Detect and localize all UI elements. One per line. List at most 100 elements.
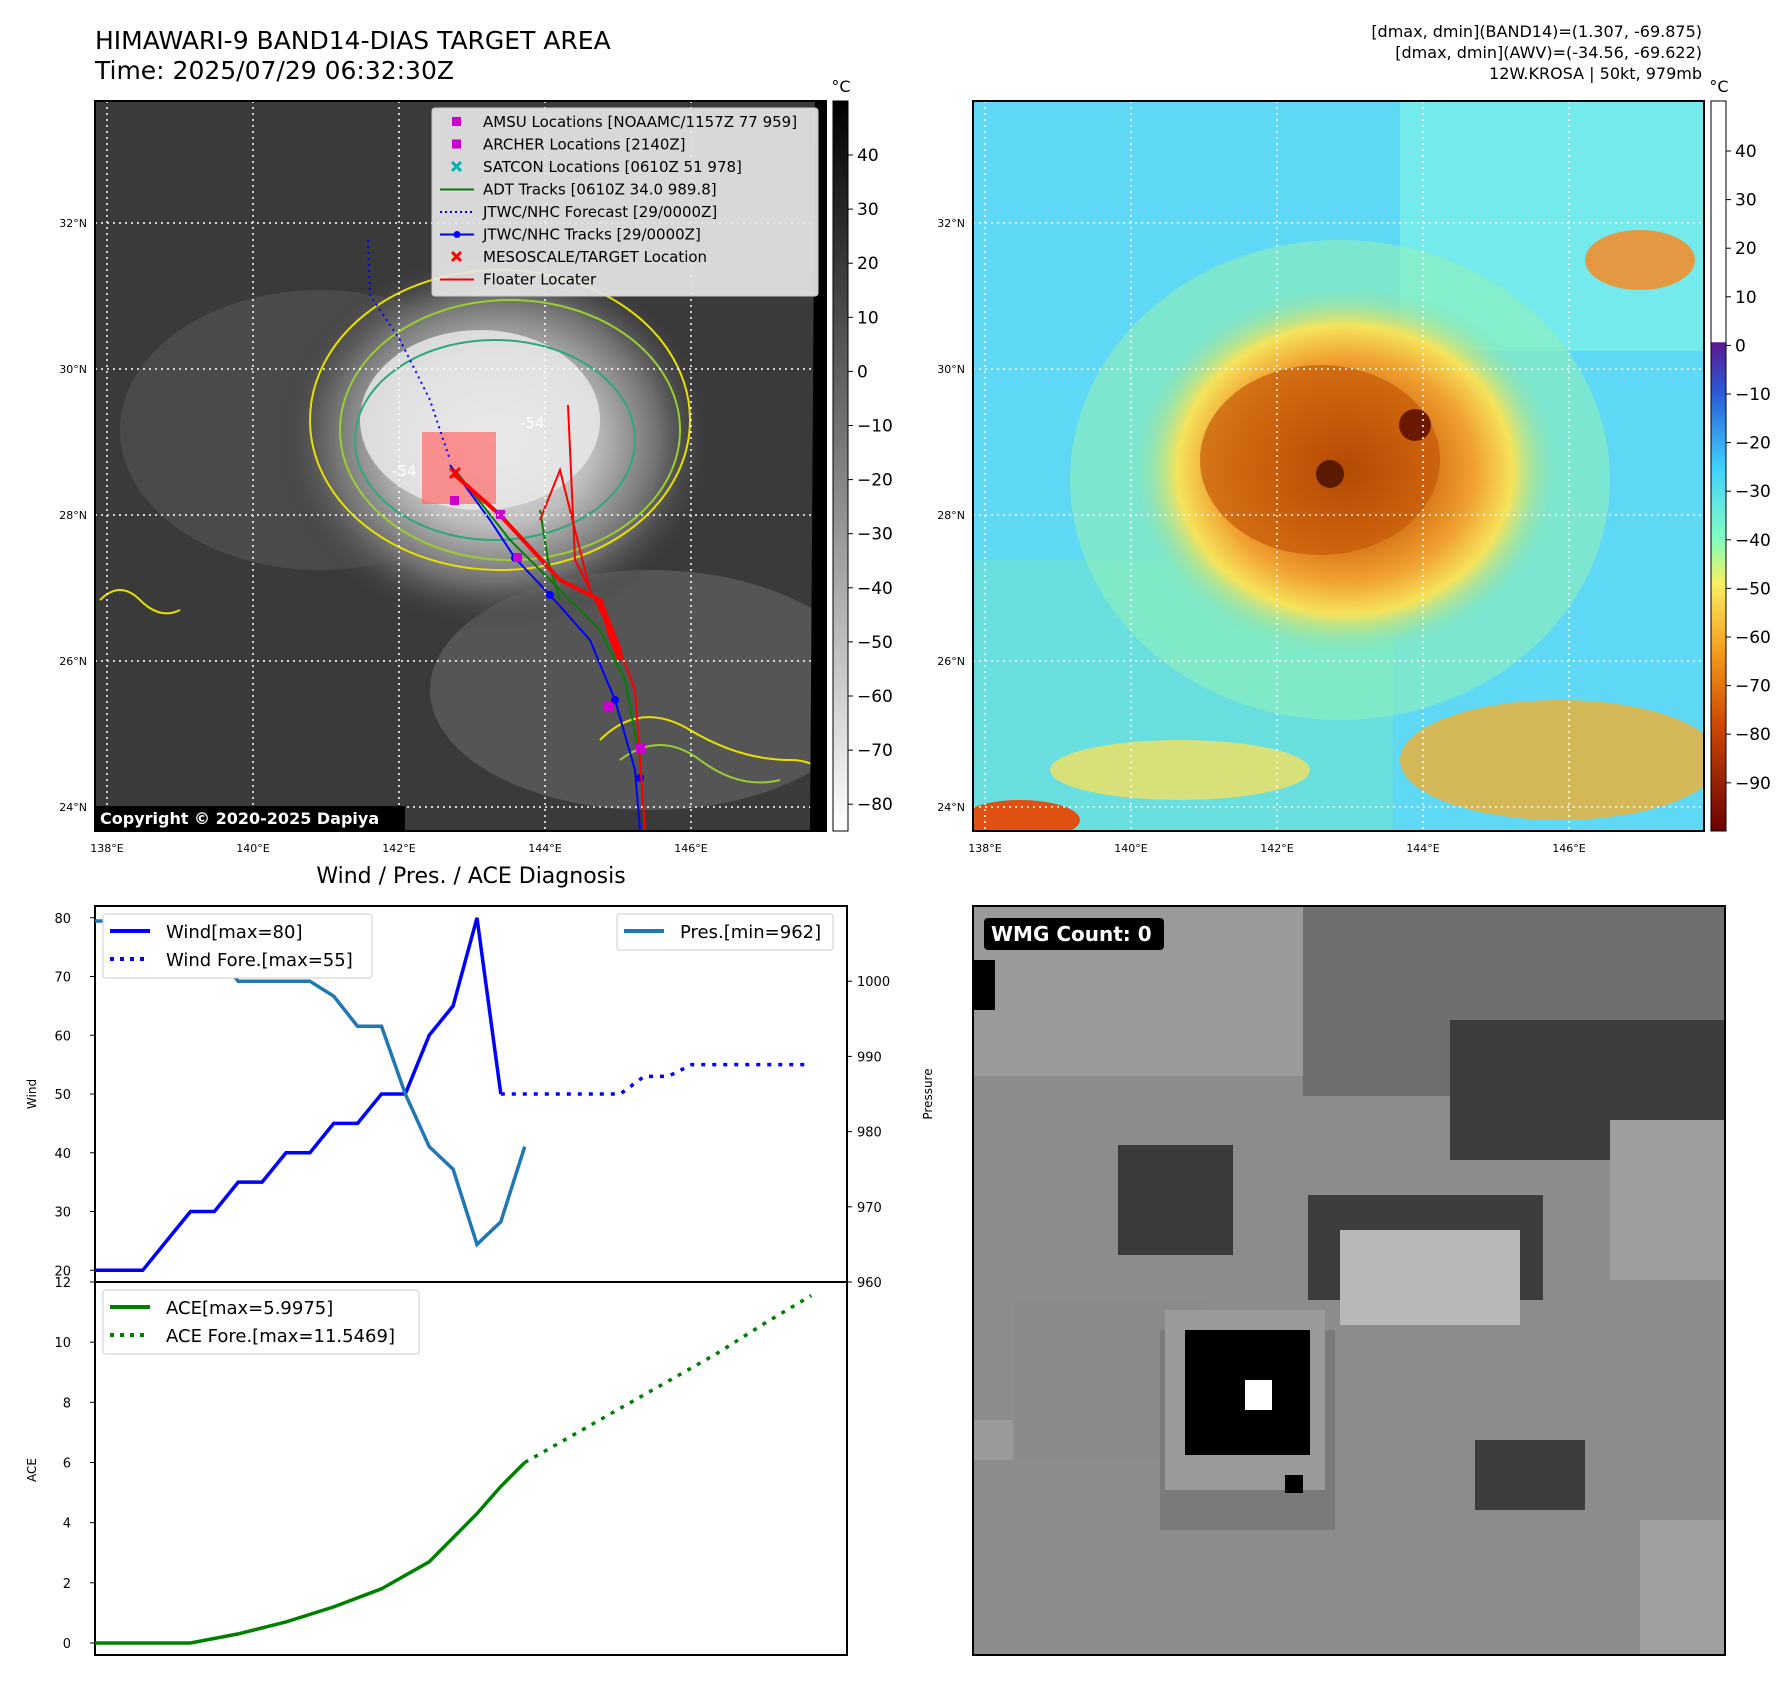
- legend-ace-forecast: ACE Fore.[max=11.5469]: [166, 1326, 395, 1347]
- colorbar-tick: 20: [857, 254, 879, 274]
- lat-label: 30°N: [937, 363, 965, 376]
- legend-symbol: [452, 117, 461, 126]
- info-awv-range: [dmax, dmin](AWV)=(-34.56, -69.622): [1395, 43, 1702, 62]
- archer-location-marker: [604, 702, 613, 711]
- ace-tick: 0: [63, 1637, 71, 1652]
- wind-tick: 60: [54, 1029, 71, 1044]
- pressure-axis-label: Pressure: [921, 1068, 935, 1119]
- jtwc-forecast-track: [367, 239, 451, 461]
- info-band14-range: [dmax, dmin](BAND14)=(1.307, -69.875): [1371, 22, 1702, 41]
- ace-series-line-1: [523, 1293, 813, 1465]
- adt-track: [454, 469, 641, 761]
- lat-label: 32°N: [937, 217, 965, 230]
- archer-location-marker: [636, 744, 645, 753]
- legend-ace: ACE[max=5.9975]: [166, 1298, 333, 1319]
- wind-pressure-panel: Wind / Pres. / ACE Diagnosis Wind Pressu…: [25, 864, 935, 1291]
- pressure-tick: 1000: [857, 975, 890, 990]
- ace-tick: 6: [63, 1456, 71, 1471]
- diagnosis-title: Wind / Pres. / ACE Diagnosis: [316, 864, 625, 889]
- colorbar-tick: 30: [857, 200, 879, 220]
- lon-label: 138°E: [968, 842, 1001, 855]
- colorbar-tick: −70: [1735, 677, 1771, 697]
- contour-label: -54: [520, 414, 545, 432]
- lon-label: 144°E: [1406, 842, 1439, 855]
- info-storm: 12W.KROSA | 50kt, 979mb: [1489, 64, 1702, 83]
- lon-label: 144°E: [528, 842, 561, 855]
- wmg-count-badge: [984, 918, 1164, 950]
- colorbar-tick: 20: [1735, 239, 1757, 259]
- legend-label: ARCHER Locations [2140Z]: [483, 136, 686, 154]
- legend-label: JTWC/NHC Tracks [29/0000Z]: [482, 226, 701, 244]
- colorbar-tick: 10: [857, 308, 879, 328]
- pressure-tick: 990: [857, 1050, 882, 1065]
- ace-axis-label: ACE: [25, 1458, 39, 1482]
- wind-tick: 20: [54, 1264, 71, 1279]
- pressure-tick: 980: [857, 1126, 882, 1141]
- pressure-tick: 960: [857, 1276, 882, 1291]
- color-ir-map-panel: 32°N 30°N 28°N 26°N 24°N 138°E 140°E 142°E 144°E…: [937, 100, 1705, 855]
- colorbar-tick: 0: [1735, 336, 1746, 356]
- colorbar-tick: 30: [1735, 191, 1757, 211]
- wind-tick: 70: [54, 971, 71, 986]
- legend-symbol: [452, 139, 461, 149]
- colorbar-tick: −40: [857, 579, 893, 599]
- ace-legend: ACE[max=5.9975] ACE Fore.[max=11.5469]: [102, 1289, 420, 1355]
- ace-tick: 4: [63, 1517, 71, 1532]
- colorbar-unit: °C: [831, 77, 850, 96]
- colorbar-tick: −70: [857, 741, 893, 761]
- lat-label: 26°N: [59, 655, 87, 668]
- lat-label: 28°N: [937, 509, 965, 522]
- ir-map-panel: -54 -54: [59, 100, 827, 855]
- series-line-1: [500, 1062, 812, 1096]
- amsu-location-marker: [513, 553, 522, 562]
- colorbar-tick: 0: [857, 362, 868, 382]
- lat-label: 26°N: [937, 655, 965, 668]
- amsu-location-marker: [450, 496, 459, 505]
- colorbar-tick: −60: [857, 687, 893, 707]
- figure-title: HIMAWARI-9 BAND14-DIAS TARGET AREA: [95, 26, 611, 55]
- legend-label: ADT Tracks [0610Z 34.0 989.8]: [483, 181, 717, 199]
- wind-tick: 40: [54, 1147, 71, 1162]
- lon-label: 138°E: [90, 842, 123, 855]
- lon-label: 142°E: [1260, 842, 1293, 855]
- legend-label: Floater Locater: [483, 271, 597, 289]
- colorbar-tick: −10: [1735, 385, 1771, 405]
- figure-time: Time: 2025/07/29 06:32:30Z: [95, 56, 454, 85]
- colorbar-gray: °C 40 30 20 10 0 −10 −20 −30 −40 −50 −60 −70 −80: [831, 77, 893, 832]
- wind-legend-left: Wind[max=80] Wind Fore.[max=55]: [102, 913, 373, 979]
- lon-label: 146°E: [1552, 842, 1585, 855]
- contour-label: -54: [392, 462, 417, 480]
- legend-wind: Wind[max=80]: [166, 922, 303, 943]
- colorbar-tick: −10: [857, 417, 893, 437]
- colorbar-tick: −80: [1735, 725, 1771, 745]
- wind-legend-right: Pres.[min=962]: [616, 913, 834, 951]
- colorbar-unit: °C: [1709, 77, 1728, 96]
- lon-label: 140°E: [1114, 842, 1147, 855]
- colorbar-tick: −40: [1735, 531, 1771, 551]
- legend-label: JTWC/NHC Forecast [29/0000Z]: [482, 203, 717, 221]
- lon-label: 146°E: [674, 842, 707, 855]
- colorbar-tick: −60: [1735, 628, 1771, 648]
- lat-label: 30°N: [59, 363, 87, 376]
- colorbar-color: °C 40 30 20 10 0 −10 −20 −30 −40 −50 −60 −70 −80 −90: [1709, 77, 1771, 832]
- colorbar-tick: −90: [1735, 774, 1771, 794]
- lat-label: 24°N: [59, 801, 87, 814]
- colorbar-tick: −20: [857, 471, 893, 491]
- ace-tick: 10: [54, 1336, 71, 1351]
- lat-label: 24°N: [937, 801, 965, 814]
- ace-tick: 12: [54, 1276, 71, 1291]
- wind-tick: 30: [54, 1206, 71, 1221]
- lat-label: 32°N: [59, 217, 87, 230]
- lon-label: 140°E: [236, 842, 269, 855]
- ace-panel: ACE 0 2 4 6 8 10 12 ACE[max=5.9975] ACE Fore.[…: [25, 1276, 848, 1656]
- lat-label: 28°N: [59, 509, 87, 522]
- map-legend: AMSU Locations [NOAAMC/1157Z 77 959] ARCH…: [431, 107, 819, 297]
- ace-tick: 2: [63, 1577, 71, 1592]
- wmg-count-label: WMG Count: 0: [991, 922, 1152, 946]
- copyright-box: [95, 806, 405, 831]
- series-line-0: [95, 917, 503, 1273]
- colorbar-tick: 40: [1735, 142, 1757, 162]
- legend-wind-forecast: Wind Fore.[max=55]: [166, 950, 353, 971]
- legend-label: SATCON Locations [0610Z 51 978]: [483, 158, 742, 176]
